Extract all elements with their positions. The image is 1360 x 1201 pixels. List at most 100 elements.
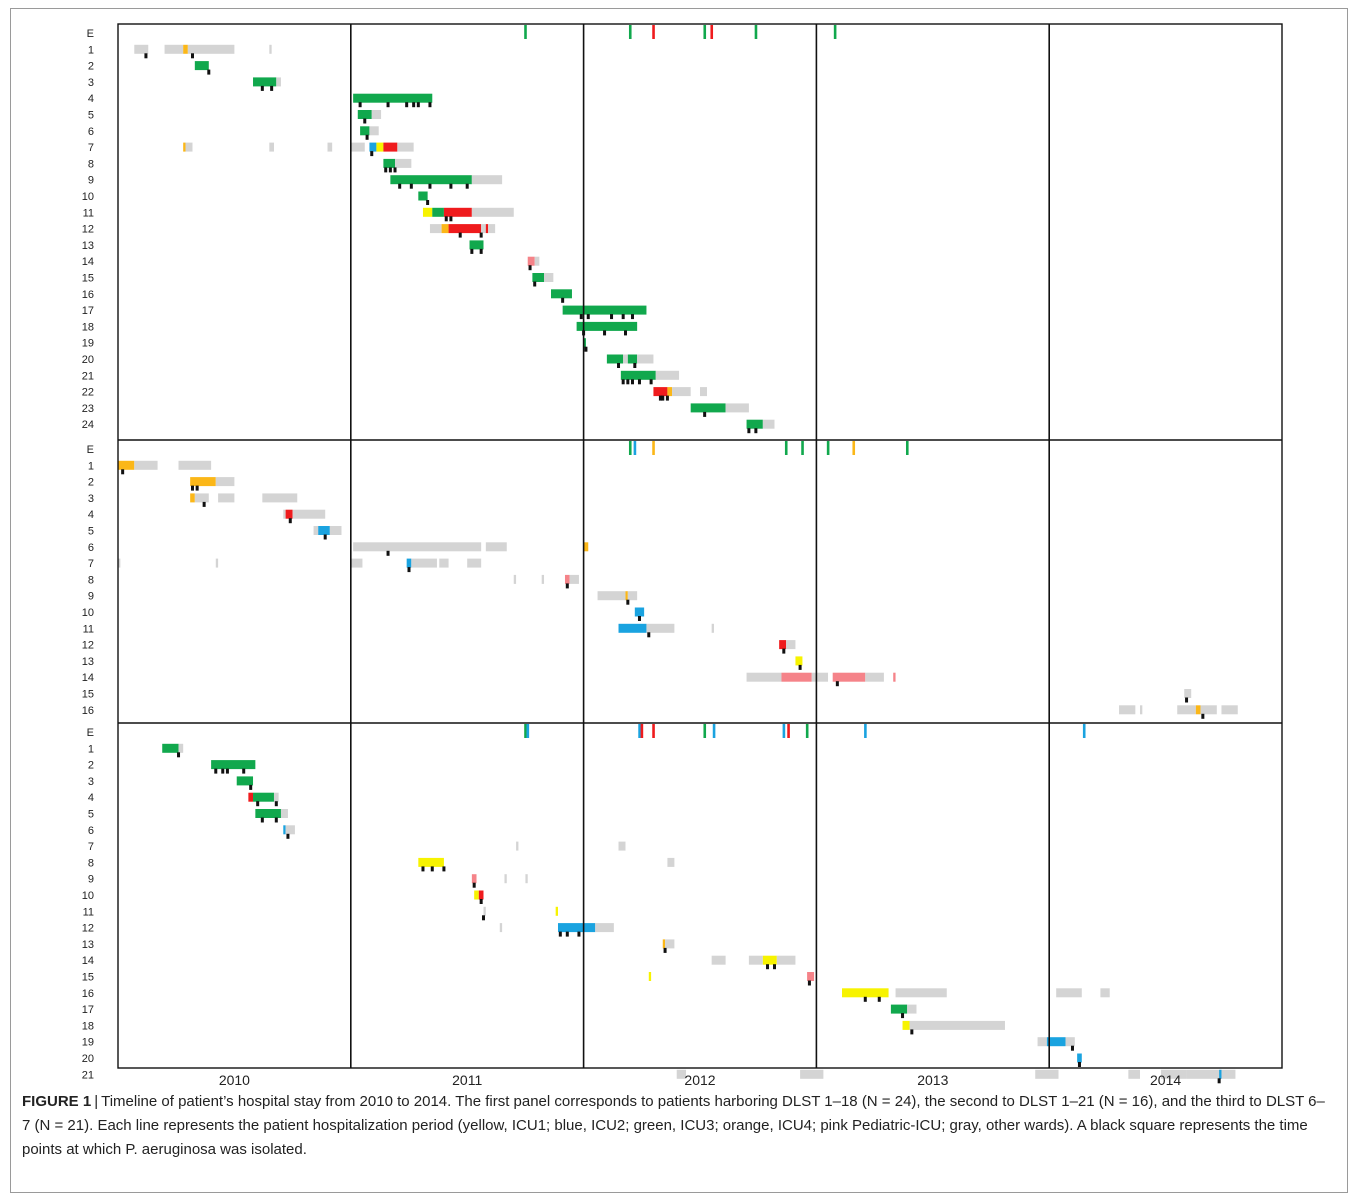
stay-bar [313, 526, 319, 535]
stay-bar [595, 923, 614, 933]
stay-bar [1128, 1069, 1140, 1079]
row-label: 7 [88, 841, 94, 853]
row-label: 7 [88, 142, 94, 154]
stay-bar [411, 558, 437, 568]
isolation-mark [481, 915, 485, 921]
stay-bar [562, 305, 647, 315]
row-label: 14 [82, 672, 94, 684]
row-label: 12 [82, 640, 94, 652]
stay-bar [164, 44, 184, 54]
stay-bar [350, 558, 363, 568]
isolation-mark [405, 102, 409, 108]
environment-mark [703, 25, 707, 39]
stay-bar [318, 526, 330, 535]
stay-bar [262, 493, 298, 503]
isolation-mark [256, 801, 260, 807]
stay-bar [185, 142, 193, 152]
environment-mark [852, 441, 856, 455]
isolation-mark [428, 183, 432, 189]
environment-mark [712, 724, 716, 738]
stay-bar [253, 792, 274, 802]
isolation-mark [610, 314, 614, 320]
x-tick-label: 2012 [684, 1072, 715, 1085]
stay-bar [187, 44, 235, 54]
isolation-mark [479, 232, 483, 238]
isolation-mark [479, 899, 483, 904]
stay-bar [432, 207, 444, 217]
isolation-mark [579, 314, 583, 320]
stay-bar [353, 542, 482, 552]
x-tick-label: 2014 [1150, 1072, 1181, 1085]
environment-mark [526, 724, 530, 738]
x-tick-label: 2011 [452, 1072, 482, 1085]
isolation-mark [444, 216, 448, 222]
stay-bar [269, 142, 274, 152]
row-label: 24 [82, 419, 94, 431]
isolation-mark [409, 183, 413, 189]
stay-bar [1195, 705, 1201, 715]
environment-mark [864, 724, 867, 738]
isolation-mark [626, 599, 630, 605]
environment-mark [1082, 724, 1086, 738]
isolation-mark [407, 567, 411, 573]
environment-mark [754, 25, 758, 39]
caption-text: Timeline of patient’s hospital stay from… [22, 1093, 1325, 1158]
stay-bar [283, 509, 286, 519]
stay-bar [890, 1004, 908, 1014]
isolation-mark [249, 784, 253, 790]
row-label: 17 [82, 305, 94, 317]
stay-bar [474, 890, 479, 900]
row-label: 11 [83, 207, 94, 219]
environment-mark [826, 441, 830, 455]
stay-bar [627, 354, 638, 364]
plot-border [117, 23, 1283, 1069]
stay-bar [162, 743, 179, 753]
stay-bar [555, 906, 558, 916]
x-tick-label: 2010 [219, 1072, 250, 1085]
row-label: 20 [82, 1053, 94, 1065]
row-label: E [87, 727, 94, 739]
row-label: 4 [88, 792, 94, 804]
stay-bar [779, 640, 787, 650]
isolation-mark [472, 882, 476, 888]
isolation-mark [624, 330, 628, 336]
isolation-mark [665, 395, 669, 401]
isolation-mark [386, 102, 390, 108]
stay-bar [623, 354, 628, 364]
isolation-mark [458, 232, 462, 238]
stay-bar [676, 1069, 687, 1079]
isolation-mark [754, 428, 758, 434]
row-label: 1 [88, 460, 94, 472]
stay-bar [178, 743, 184, 753]
isolation-mark [577, 931, 581, 937]
row-label: E [87, 28, 94, 40]
caption-label: FIGURE 1 [22, 1093, 92, 1110]
stay-bar [357, 110, 372, 119]
row-label: 10 [82, 890, 94, 902]
isolation-mark [177, 752, 181, 758]
stay-bar [634, 607, 645, 617]
environment-mark [710, 25, 714, 39]
row-label: 17 [82, 1004, 94, 1016]
stay-bar [383, 158, 396, 168]
isolation-mark [190, 485, 194, 491]
stay-bar [795, 656, 803, 666]
isolation-mark [807, 980, 811, 986]
isolation-mark [663, 947, 667, 953]
row-label: 22 [82, 387, 94, 399]
isolation-mark [621, 379, 625, 385]
stay-bar [655, 370, 680, 380]
isolation-mark [479, 248, 483, 254]
isolation-mark [242, 768, 246, 774]
stay-bar [360, 126, 370, 136]
row-label: 13 [82, 240, 94, 252]
stay-bar [653, 387, 668, 397]
row-label: 21 [82, 1069, 94, 1081]
row-label: 10 [82, 607, 94, 619]
row-label: 11 [83, 623, 94, 635]
stay-bar [390, 175, 472, 185]
isolation-mark [274, 817, 278, 823]
row-label: 20 [82, 354, 94, 366]
row-label: 13 [82, 656, 94, 668]
stay-bar [471, 207, 514, 217]
